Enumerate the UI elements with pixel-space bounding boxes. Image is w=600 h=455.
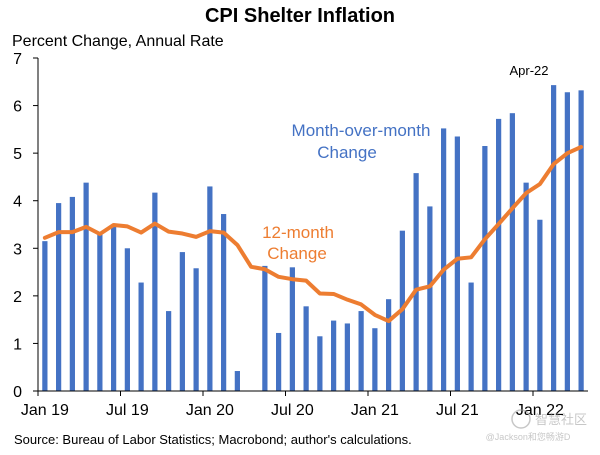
bar [317,336,323,391]
bar [413,173,419,391]
watermark-logo-icon [511,409,531,429]
bar [523,182,529,391]
y-tick-label: 2 [13,289,22,306]
bar [111,226,117,391]
x-tick-label: Jul 21 [436,402,479,419]
bar [344,323,350,391]
x-tick-label: Jul 19 [106,402,149,419]
source-note: Source: Bureau of Labor Statistics; Macr… [14,432,412,447]
line-series-label-2: Change [267,244,327,263]
bar-series [42,85,584,392]
y-axis-label: Percent Change, Annual Rate [12,33,224,50]
bar [289,267,295,391]
bar [358,311,364,391]
bar [83,182,89,391]
bar [207,186,213,391]
series-line [42,144,584,324]
bar [564,92,570,391]
bar [331,320,337,391]
y-axis-ticks: 0 1 2 3 4 5 6 7 [13,51,38,401]
x-axis-ticks: Jan 19 Jul 19 Jan 20 Jul 20 Jan 21 Jul 21 Jan … [21,391,564,419]
bar [234,371,240,391]
x-tick-label: Jan 22 [516,402,564,419]
bar [166,311,172,391]
bar [454,136,460,391]
bar [69,196,75,391]
x-tick-label: Jan 19 [21,402,69,419]
y-tick-label: 6 [13,99,22,116]
y-tick-label: 3 [13,241,22,258]
bar [537,219,543,391]
bar [193,268,199,391]
y-tick-label: 7 [13,51,22,68]
bar [221,214,227,391]
watermark: 智慧社区 @Jackson和您畅游D [486,409,587,442]
bar-series-label-2: Change [317,143,377,162]
y-tick-label: 5 [13,146,22,163]
x-tick-label: Jan 21 [351,402,399,419]
line-series-label: 12-month [262,223,334,242]
y-tick-label: 0 [13,384,22,401]
bar [138,282,144,391]
bar [179,252,185,391]
bar [441,128,447,391]
bar-series-label: Month-over-month [292,121,431,140]
bar [152,192,158,391]
bar [42,241,48,391]
bar [262,265,268,391]
chart-title: CPI Shelter Inflation [205,5,395,27]
bar [496,118,502,391]
bar [386,299,392,391]
bar [509,113,515,392]
bar [427,206,433,391]
latest-date-label: Apr-22 [509,63,548,78]
bar [276,332,282,391]
bar [303,306,309,391]
watermark-text: 智慧社区 [535,412,587,427]
bar [56,203,62,391]
bar [124,248,130,391]
x-tick-label: Jan 20 [186,402,234,419]
bar [372,328,378,391]
bar [482,146,488,391]
bar [578,90,584,391]
bar [551,85,557,392]
y-tick-label: 1 [13,336,22,353]
x-tick-label: Jul 20 [271,402,314,419]
bar [97,234,103,391]
y-tick-label: 4 [13,194,22,211]
watermark-handle: @Jackson和您畅游D [486,431,571,442]
bar [468,282,474,391]
line-series [42,144,584,324]
